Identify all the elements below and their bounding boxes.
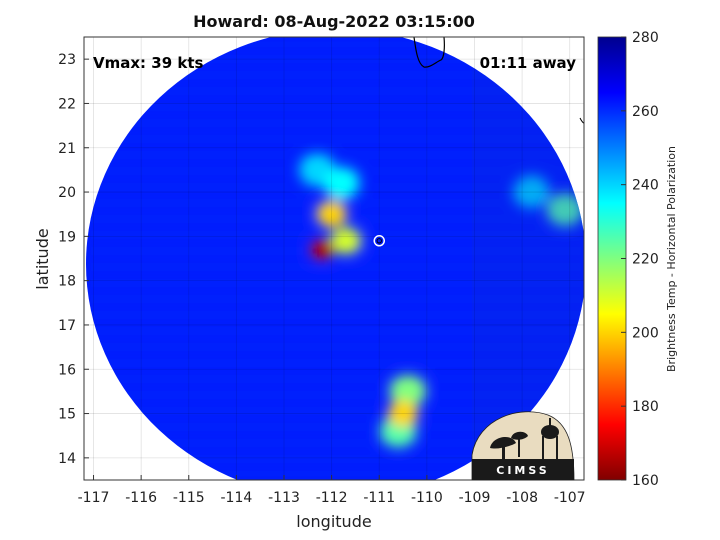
- center-ring-inner: [376, 238, 382, 244]
- y-tick-label: 21: [58, 141, 76, 157]
- scan-line-texture: [86, 120, 584, 126]
- brightness-feature: [310, 238, 335, 261]
- y-axis-label: latitude: [33, 228, 52, 289]
- scan-line-texture: [86, 376, 584, 382]
- scan-line-texture: [86, 392, 584, 398]
- scan-line-texture: [86, 248, 584, 254]
- colorbar-tick-label: 200: [632, 325, 659, 341]
- tower-antenna: [549, 418, 551, 427]
- tower-leg-right: [556, 436, 558, 461]
- brightness-feature: [316, 200, 347, 228]
- x-tick-label: -114: [220, 490, 252, 506]
- small-dish-mast: [518, 439, 520, 457]
- brightness-feature: [388, 400, 419, 428]
- x-tick-label: -113: [268, 490, 300, 506]
- swath-background: [86, 37, 584, 480]
- x-tick-label: -108: [506, 490, 538, 506]
- y-tick-label: 19: [58, 229, 76, 245]
- x-tick-label: -115: [173, 490, 205, 506]
- colorbar-tick-label: 260: [632, 104, 659, 120]
- scan-line-texture: [86, 280, 584, 286]
- x-axis-label: longitude: [296, 512, 371, 531]
- tower-leg-left: [542, 436, 544, 461]
- axes-frame: [83, 36, 585, 481]
- x-tick-label: -117: [78, 490, 110, 506]
- scan-line-texture: [86, 328, 584, 334]
- y-tick-label: 20: [58, 185, 76, 201]
- y-tick-label: 14: [58, 451, 76, 467]
- scan-line-texture: [86, 296, 584, 302]
- brightness-feature: [513, 175, 550, 209]
- colorbar-tick-label: 280: [632, 30, 659, 46]
- satellite-dish-icon: [490, 436, 516, 449]
- scan-line-texture: [86, 472, 584, 478]
- scan-line-texture: [86, 424, 584, 430]
- logo-bar: [472, 459, 574, 480]
- grid: [84, 37, 584, 480]
- x-tick-label: -107: [554, 490, 586, 506]
- cimss-logo: CIMSS: [471, 411, 575, 481]
- brightness-feature: [546, 193, 583, 226]
- x-tick-label: -112: [316, 490, 348, 506]
- y-tick-label: 22: [58, 96, 76, 112]
- x-axis-ticks: -117 -116 -115 -114 -113 -112 -111 -110 -109 -108…: [78, 475, 586, 506]
- colorbar-tick-label: 180: [632, 399, 659, 415]
- x-tick-label: -110: [411, 490, 443, 506]
- colorbar-label: Brightness Temp - Horizontal Polarizatio…: [665, 146, 678, 372]
- colorbar-tick-label: 220: [632, 252, 659, 268]
- scan-line-texture: [86, 88, 584, 94]
- brightness-feature: [330, 227, 361, 255]
- scan-line-texture: [86, 456, 584, 462]
- scan-line-texture: [86, 40, 584, 46]
- center-ring-outer: [373, 235, 385, 247]
- scan-line-texture: [86, 56, 584, 62]
- brightness-feature: [323, 166, 360, 200]
- small-dish-icon: [511, 431, 528, 440]
- colorbar-ticks: 160 180 200 220 240 260 280: [621, 30, 659, 489]
- scan-line-texture: [86, 264, 584, 270]
- scan-line-texture: [86, 104, 584, 110]
- scan-line-texture: [86, 408, 584, 414]
- colorbar-tick-label: 160: [632, 473, 659, 489]
- y-tick-label: 23: [58, 52, 76, 68]
- y-tick-label: 18: [58, 274, 76, 290]
- y-tick-label: 16: [58, 362, 76, 378]
- scan-line-texture: [86, 152, 584, 158]
- y-tick-label: 15: [58, 407, 76, 423]
- colorbar-tick-label: 240: [632, 178, 659, 194]
- brightness-feature: [389, 375, 426, 408]
- scan-line-texture: [86, 72, 584, 78]
- scan-line-texture: [86, 344, 584, 350]
- scan-line-texture: [86, 312, 584, 318]
- water-tower-icon: [541, 425, 559, 439]
- plot-title: Howard: 08-Aug-2022 03:15:00: [193, 12, 475, 31]
- logo-text: CIMSS: [496, 464, 549, 477]
- scan-line-texture: [86, 136, 584, 142]
- x-tick-label: -109: [459, 490, 491, 506]
- coastline-baja: [413, 37, 445, 68]
- dish-mast: [502, 447, 505, 459]
- x-tick-label: -111: [363, 490, 395, 506]
- storm-center-marker: [373, 235, 385, 247]
- scan-line-texture: [86, 440, 584, 446]
- y-axis-ticks: 14 15 16 17 18 19 20 21 22 23: [58, 52, 89, 467]
- y-tick-label: 17: [58, 318, 76, 334]
- vmax-label: Vmax: 39 kts: [93, 54, 203, 72]
- scan-line-texture: [86, 360, 584, 366]
- x-tick-label: -116: [125, 490, 157, 506]
- time-away-label: 01:11 away: [480, 54, 577, 72]
- brightness-temp-swath: [86, 37, 584, 480]
- coastline-mainland: [579, 117, 584, 124]
